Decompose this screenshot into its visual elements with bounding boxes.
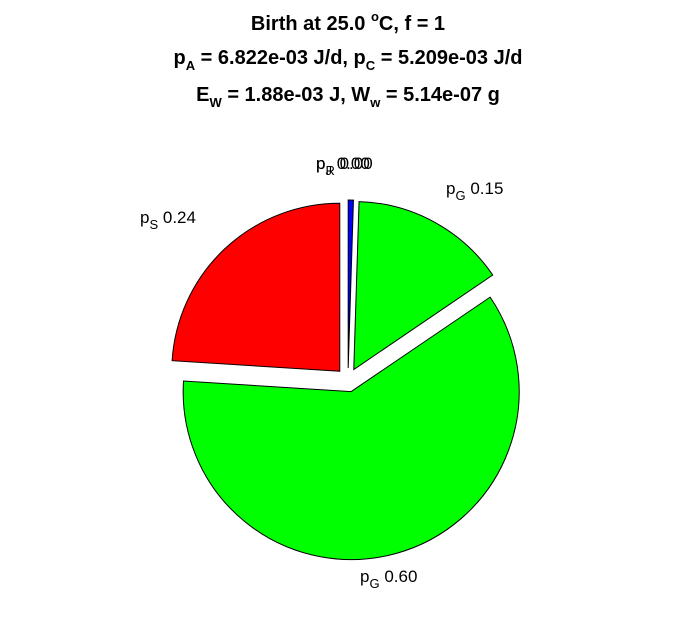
chart-title-line: pA = 6.822e-03 J/d, pC = 5.209e-03 J/d (174, 47, 523, 73)
chart-title-line: Birth at 25.0 oC, f = 1 (251, 9, 445, 35)
slice-label-1: pR 0.00 (316, 154, 373, 178)
pie-slice-pg-2 (353, 201, 494, 371)
slice-label-4: pS 0.24 (140, 208, 196, 232)
pie-slice-pr-1 (347, 199, 354, 369)
slice-label-3: pG 0.60 (360, 567, 417, 591)
slice-label-0: pJ 0.00 (316, 154, 370, 178)
slice-label-2: pG 0.15 (446, 179, 503, 203)
chart-title-line: EW = 1.88e-03 J, Ww = 5.14e-07 g (196, 84, 500, 110)
pie-slices (171, 199, 520, 561)
pie-slice-pg-3 (182, 296, 520, 561)
chart-title: Birth at 25.0 oC, f = 1 pA = 6.822e-03 J/… (174, 9, 523, 110)
pie-slice-ps-4 (171, 202, 341, 372)
